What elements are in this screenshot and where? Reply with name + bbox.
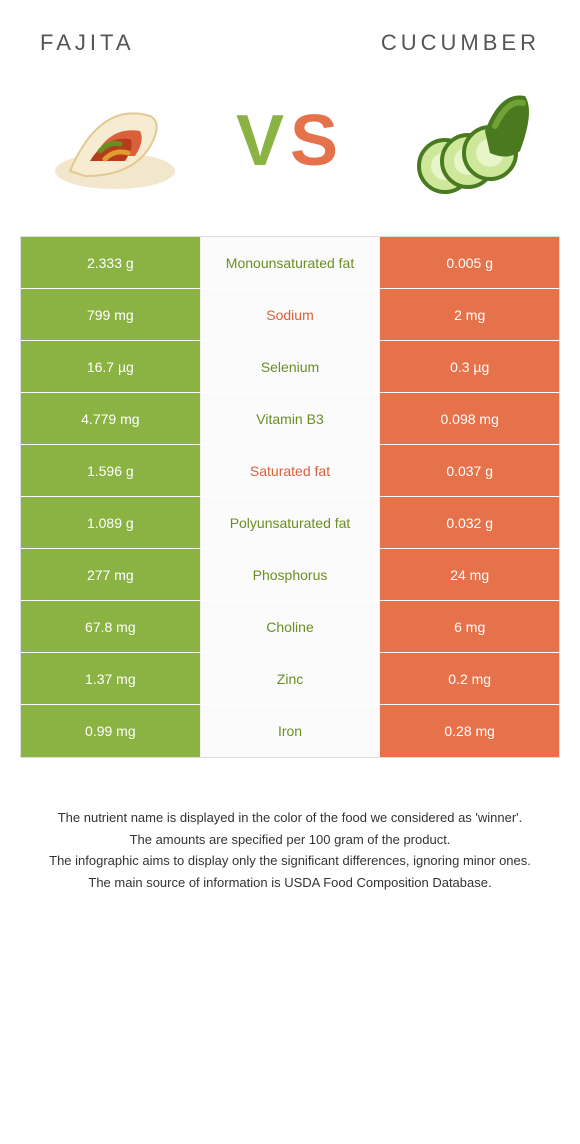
nutrient-label: Monounsaturated fat: [200, 237, 381, 288]
right-value: 0.28 mg: [380, 705, 559, 757]
left-value: 799 mg: [21, 289, 200, 340]
right-value: 0.037 g: [380, 445, 559, 496]
right-value: 6 mg: [380, 601, 559, 652]
vs-s: S: [290, 101, 344, 181]
fajita-image: [40, 76, 190, 206]
table-row: 0.99 mgIron0.28 mg: [21, 705, 559, 757]
footnote-line: The amounts are specified per 100 gram o…: [30, 830, 550, 850]
nutrient-label: Phosphorus: [200, 549, 381, 600]
right-value: 2 mg: [380, 289, 559, 340]
nutrient-label: Sodium: [200, 289, 381, 340]
left-value: 0.99 mg: [21, 705, 200, 757]
left-value: 1.37 mg: [21, 653, 200, 704]
right-value: 0.098 mg: [380, 393, 559, 444]
left-value: 2.333 g: [21, 237, 200, 288]
header: FAJITA CUCUMBER: [0, 0, 580, 66]
comparison-table: 2.333 gMonounsaturated fat0.005 g799 mgS…: [20, 236, 560, 758]
vs-label: VS: [236, 100, 344, 182]
table-row: 277 mgPhosphorus24 mg: [21, 549, 559, 601]
table-row: 2.333 gMonounsaturated fat0.005 g: [21, 237, 559, 289]
nutrient-label: Selenium: [200, 341, 381, 392]
left-value: 1.089 g: [21, 497, 200, 548]
footnote-line: The nutrient name is displayed in the co…: [30, 808, 550, 828]
nutrient-label: Zinc: [200, 653, 381, 704]
table-row: 799 mgSodium2 mg: [21, 289, 559, 341]
right-value: 24 mg: [380, 549, 559, 600]
vs-v: V: [236, 101, 290, 181]
right-value: 0.3 µg: [380, 341, 559, 392]
right-food-title: CUCUMBER: [381, 30, 540, 56]
table-row: 1.596 gSaturated fat0.037 g: [21, 445, 559, 497]
left-value: 1.596 g: [21, 445, 200, 496]
fajita-icon: [40, 81, 190, 201]
right-value: 0.005 g: [380, 237, 559, 288]
left-value: 277 mg: [21, 549, 200, 600]
images-row: VS: [0, 66, 580, 236]
footnotes: The nutrient name is displayed in the co…: [30, 808, 550, 892]
right-value: 0.2 mg: [380, 653, 559, 704]
nutrient-label: Iron: [200, 705, 381, 757]
table-row: 1.089 gPolyunsaturated fat0.032 g: [21, 497, 559, 549]
left-food-title: FAJITA: [40, 30, 135, 56]
nutrient-label: Choline: [200, 601, 381, 652]
table-row: 1.37 mgZinc0.2 mg: [21, 653, 559, 705]
right-value: 0.032 g: [380, 497, 559, 548]
left-value: 4.779 mg: [21, 393, 200, 444]
nutrient-label: Vitamin B3: [200, 393, 381, 444]
table-row: 16.7 µgSelenium0.3 µg: [21, 341, 559, 393]
footnote-line: The main source of information is USDA F…: [30, 873, 550, 893]
table-row: 67.8 mgCholine6 mg: [21, 601, 559, 653]
cucumber-image: [390, 76, 540, 206]
cucumber-icon: [390, 81, 540, 201]
table-row: 4.779 mgVitamin B30.098 mg: [21, 393, 559, 445]
nutrient-label: Polyunsaturated fat: [200, 497, 381, 548]
left-value: 16.7 µg: [21, 341, 200, 392]
footnote-line: The infographic aims to display only the…: [30, 851, 550, 871]
left-value: 67.8 mg: [21, 601, 200, 652]
nutrient-label: Saturated fat: [200, 445, 381, 496]
